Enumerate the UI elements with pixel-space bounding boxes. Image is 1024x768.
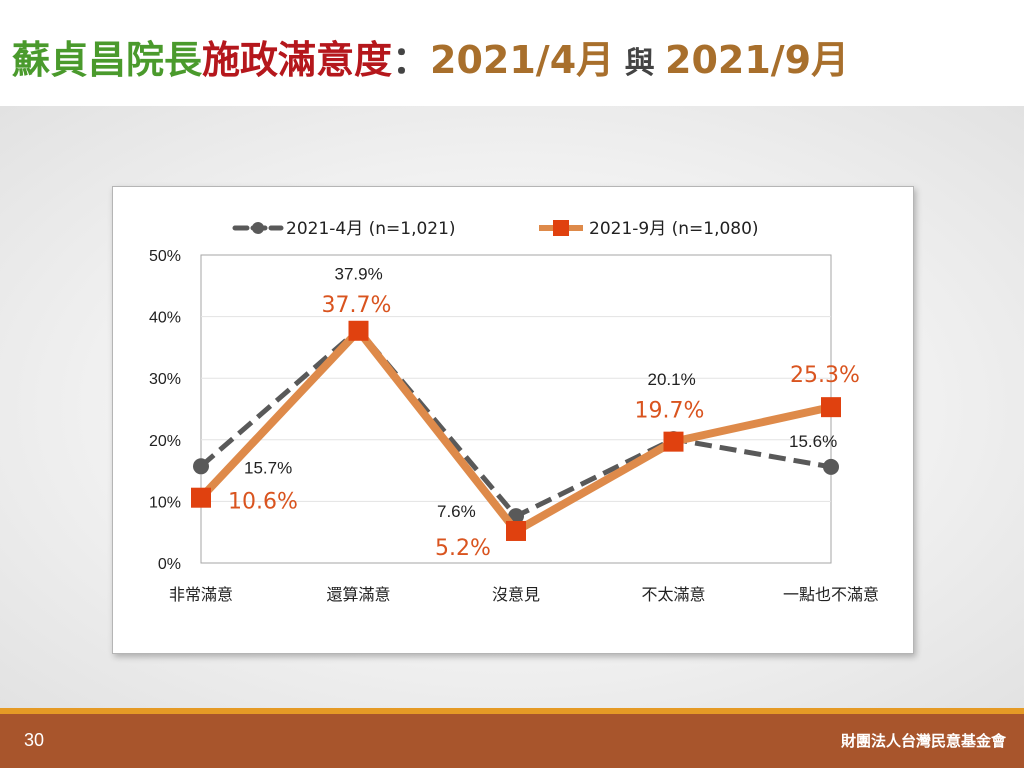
page-number: 30 bbox=[24, 730, 45, 750]
slide-title: 蘇貞昌院長施政滿意度：2021/4月 與 2021/9月 bbox=[12, 30, 849, 90]
x-tick-label: 不太滿意 bbox=[641, 585, 705, 604]
data-point-april bbox=[193, 458, 209, 475]
y-tick-label: 10% bbox=[149, 494, 181, 511]
data-label-april: 15.6% bbox=[789, 432, 837, 451]
data-point-september bbox=[821, 397, 841, 418]
data-label-september: 25.3% bbox=[790, 363, 860, 388]
title-date-april: 2021/4月 bbox=[430, 38, 615, 82]
y-tick-label: 30% bbox=[149, 371, 181, 388]
title-separator: ： bbox=[392, 38, 431, 82]
x-tick-label: 還算滿意 bbox=[326, 585, 390, 604]
legend-marker-september bbox=[553, 220, 569, 236]
data-label-september: 19.7% bbox=[635, 399, 705, 424]
title-conjunction: 與 bbox=[614, 46, 666, 81]
data-label-april: 7.6% bbox=[437, 502, 476, 521]
title-date-september: 2021/9月 bbox=[665, 38, 850, 82]
legend-marker-april bbox=[252, 222, 264, 234]
data-label-september: 5.2% bbox=[435, 536, 491, 561]
y-tick-label: 40% bbox=[149, 310, 181, 327]
data-label-september: 10.6% bbox=[228, 490, 298, 515]
x-tick-label: 非常滿意 bbox=[169, 585, 233, 604]
x-tick-label: 一點也不滿意 bbox=[783, 585, 879, 604]
series-line-april bbox=[199, 327, 832, 519]
data-label-april: 20.1% bbox=[648, 370, 696, 389]
y-tick-label: 50% bbox=[149, 248, 181, 265]
data-point-september bbox=[348, 320, 369, 341]
x-tick-label: 沒意見 bbox=[492, 585, 540, 604]
title-topic: 施政滿意度 bbox=[202, 38, 393, 82]
data-label-april: 15.7% bbox=[244, 458, 292, 477]
data-point-april bbox=[823, 458, 839, 475]
data-label-september: 37.7% bbox=[322, 293, 392, 318]
y-tick-label: 20% bbox=[149, 433, 181, 450]
title-premier: 蘇貞昌院長 bbox=[12, 38, 203, 82]
y-tick-label: 0% bbox=[158, 556, 181, 573]
data-point-september bbox=[663, 431, 684, 452]
chart-frame: 0% 10% 20% 30% 40% 50% 非常滿意 還算滿意 沒意見 不太滿意 一點也不滿意 20… bbox=[112, 186, 914, 654]
footer: 30 財團法人台灣民意基金會 bbox=[0, 714, 1024, 768]
data-point-september bbox=[506, 520, 526, 541]
title-bar: 蘇貞昌院長施政滿意度：2021/4月 與 2021/9月 bbox=[0, 0, 1024, 106]
organization-name: 財團法人台灣民意基金會 bbox=[840, 732, 1006, 750]
line-chart: 0% 10% 20% 30% 40% 50% 非常滿意 還算滿意 沒意見 不太滿意 一點也不滿意 20… bbox=[149, 219, 879, 604]
data-label-april: 37.9% bbox=[335, 265, 383, 284]
legend-label-september: 2021-9月 (n=1,080) bbox=[589, 219, 759, 239]
data-point-september bbox=[191, 487, 211, 508]
footer-accent-line bbox=[0, 708, 1024, 714]
legend-label-april: 2021-4月 (n=1,021) bbox=[286, 219, 456, 239]
